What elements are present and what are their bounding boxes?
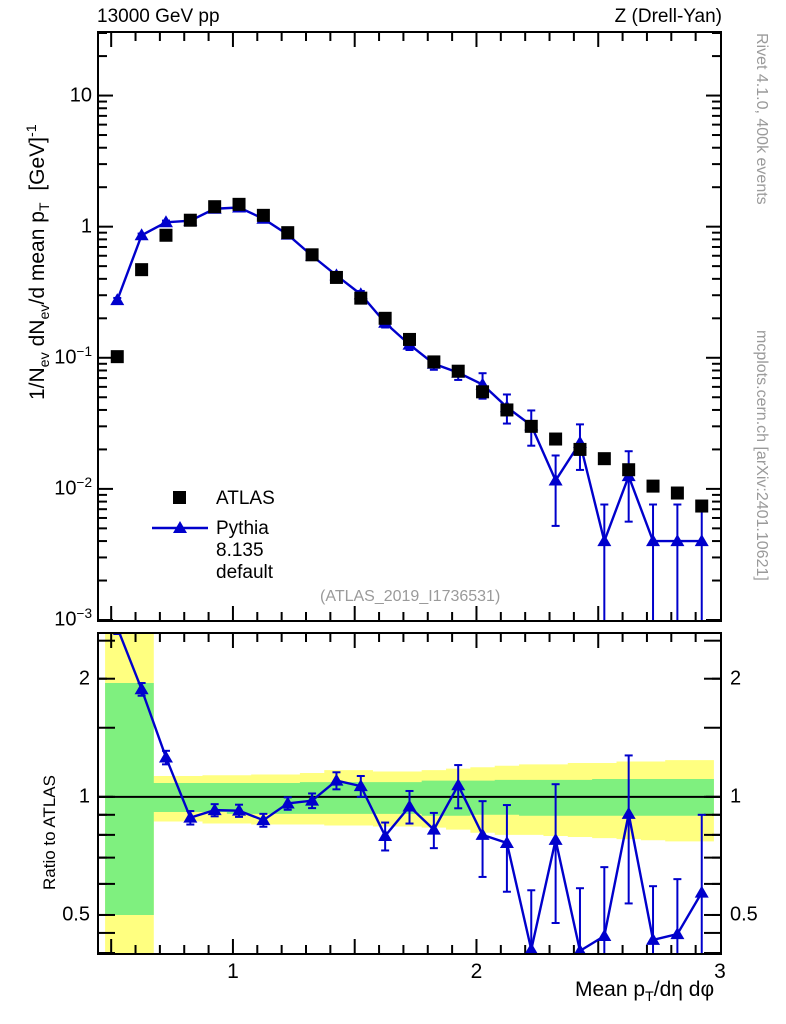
data-point (549, 432, 563, 446)
data-point (329, 270, 343, 284)
ratio-point (548, 783, 563, 924)
data-point (183, 213, 197, 227)
y-tick-label: 10−1 (54, 343, 92, 369)
data-point (208, 200, 222, 214)
ratio-point (525, 889, 538, 953)
data-point (135, 263, 149, 277)
ratio-point (158, 749, 173, 766)
data-point (500, 403, 514, 417)
mc-point (548, 454, 563, 527)
data-point (305, 248, 319, 262)
data-point (476, 385, 490, 399)
ratio-plot-canvas (99, 634, 720, 953)
ratio-point (499, 804, 514, 893)
mc-point (134, 228, 149, 241)
ratio-point (402, 789, 417, 825)
data-marker-icon (150, 485, 210, 511)
data-point (403, 332, 416, 346)
data-point (159, 228, 173, 242)
ratio-point (621, 754, 636, 905)
x-tick-label: 1 (227, 960, 239, 983)
y-tick-label: 10 (69, 84, 92, 107)
data-point (378, 311, 392, 325)
ratio-point (329, 771, 344, 791)
ratio-point (475, 800, 490, 878)
y-tick-label: 1 (80, 215, 92, 238)
ratio-point (353, 775, 368, 798)
data-point (281, 226, 295, 240)
ratio-point (280, 796, 295, 811)
data-point (622, 463, 636, 477)
data-point (451, 364, 465, 378)
x-axis-title: Mean pT/dη dφ (575, 978, 715, 1006)
mc-point (646, 503, 661, 620)
ratio-y-axis-title: Ratio to ATLAS (40, 775, 59, 890)
ratio-point (597, 866, 612, 953)
y-tick-label: 10−3 (54, 605, 92, 631)
ratio-point (305, 792, 320, 810)
ratio-point (646, 885, 661, 953)
beam-energy-label: 13000 GeV pp (97, 6, 220, 27)
analysis-id-watermark: (ATLAS_2019_I1736531) (320, 588, 501, 605)
ratio-point (694, 813, 709, 953)
ratio-point (574, 887, 586, 953)
ratio-point (378, 821, 393, 852)
y-tick-label: 10−2 (54, 474, 92, 500)
data-point (573, 442, 587, 456)
main-plot-panel (97, 31, 722, 622)
data-point (524, 419, 538, 433)
ratio-point (426, 811, 441, 850)
ratio-point (670, 878, 685, 953)
data-point (597, 452, 611, 466)
legend-label: Pythia 8.135 default (216, 518, 274, 583)
ratio-point (207, 803, 222, 818)
main-plot-canvas (99, 33, 720, 620)
data-point (646, 479, 660, 493)
ratio-plot-panel (97, 632, 722, 955)
process-label: Z (Drell-Yan) (614, 6, 722, 27)
x-tick-label: 2 (470, 960, 483, 983)
ratio-point (183, 810, 198, 826)
mc-point (670, 503, 685, 620)
x-tick-label: 3 (714, 960, 726, 983)
data-point (670, 486, 684, 500)
legend-label: ATLAS (216, 488, 275, 509)
data-point (427, 355, 441, 369)
ratio-point (256, 812, 271, 828)
ratio-point (134, 682, 149, 697)
data-point (232, 197, 246, 211)
ratio-point (232, 803, 247, 818)
ratio-point (451, 764, 466, 810)
data-point (354, 291, 368, 305)
data-point (695, 499, 709, 513)
data-point (110, 350, 124, 364)
data-point (256, 208, 270, 222)
mc-point (597, 503, 612, 620)
mc-marker-icon (150, 515, 210, 541)
mc-point (110, 293, 125, 306)
mc-point (158, 215, 173, 228)
